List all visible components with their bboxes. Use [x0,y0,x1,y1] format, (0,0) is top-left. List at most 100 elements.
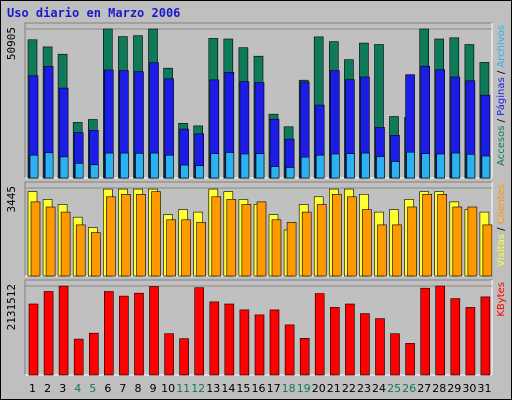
bar-kbytes-day-12 [194,287,204,376]
panel-middle-max-label: 3445 [5,186,18,213]
bar-archivos-day-9 [150,152,159,179]
bar-archivos-day-13 [210,153,220,179]
bar-clientes-day-6 [106,196,116,277]
bar-kbytes-day-28 [435,285,446,376]
bar-clientes-day-11 [181,219,191,277]
bar-clientes-day-31 [482,224,493,277]
bar-kbytes-day-20 [314,293,325,376]
legend-separator: / [496,224,507,234]
day-label-14: 14 [221,382,235,395]
legend-visitas: Visitas [496,234,507,267]
day-label-2: 2 [44,382,51,395]
day-label-22: 22 [342,382,356,395]
bar-archivos-day-19 [300,156,310,179]
bar-clientes-day-7 [121,194,131,277]
bar-clientes-day-29 [452,206,463,277]
legend-páginas: Páginas [495,77,507,116]
day-label-13: 13 [206,382,220,395]
bar-clientes-day-3 [60,211,71,277]
bar-kbytes-day-11 [179,338,189,376]
bar-clientes-day-17 [271,219,282,277]
bar-kbytes-day-23 [360,313,370,376]
bar-archivos-day-24 [376,156,385,179]
bar-kbytes-day-25 [390,333,400,376]
bar-archivos-day-4 [74,163,84,179]
bar-clientes-day-22 [347,196,357,277]
bar-clientes-day-18 [286,222,297,277]
bar-kbytes-day-14 [224,303,235,376]
bar-archivos-day-7 [120,152,129,179]
day-label-9: 9 [150,382,157,395]
bar-kbytes-day-7 [119,295,129,376]
bar-archivos-day-31 [481,155,491,179]
day-label-18: 18 [282,382,296,395]
legend-separator: / [496,116,507,126]
bar-archivos-day-27 [421,153,431,179]
panel-middle-legend: Visitas / Clientes [496,184,507,267]
day-label-24: 24 [372,382,386,395]
bar-kbytes-day-13 [209,301,220,376]
bar-archivos-day-23 [361,152,370,179]
day-label-16: 16 [252,382,266,395]
bar-archivos-day-12 [195,165,204,179]
day-label-29: 29 [447,382,461,395]
bar-archivos-day-25 [391,161,400,179]
bar-clientes-day-24 [377,224,387,277]
day-label-15: 15 [236,382,250,395]
bar-clientes-day-28 [437,194,448,277]
day-label-12: 12 [191,382,205,395]
day-label-25: 25 [387,382,401,395]
bar-clientes-day-27 [422,194,433,277]
chart-title: Uso diario en Marzo 2006 [7,6,181,20]
bar-kbytes-day-24 [375,318,385,376]
day-label-28: 28 [432,382,446,395]
bar-clientes-day-21 [331,194,342,277]
legend-accesos: Accesos [496,126,507,166]
bar-kbytes-day-1 [28,303,39,376]
bar-archivos-day-30 [466,154,476,179]
bar-kbytes-day-17 [269,309,280,376]
day-label-10: 10 [161,382,175,395]
bar-kbytes-day-31 [480,296,491,376]
bar-clientes-day-1 [30,201,41,277]
bar-kbytes-day-18 [284,324,295,376]
bar-archivos-day-6 [105,152,114,179]
bar-kbytes-day-22 [345,303,355,376]
bar-archivos-day-11 [180,164,189,179]
bar-archivos-day-17 [270,166,280,179]
bar-archivos-day-22 [346,153,355,179]
bar-kbytes-day-21 [329,307,340,376]
bar-clientes-day-19 [301,211,312,277]
day-label-6: 6 [104,382,111,395]
day-label-27: 27 [417,382,431,395]
bar-clientes-day-8 [136,194,146,277]
bar-archivos-day-21 [330,153,340,179]
bar-archivos-day-16 [255,153,265,179]
bar-clientes-day-26 [407,206,417,277]
bar-clientes-day-15 [241,204,252,277]
day-label-5: 5 [89,382,96,395]
bar-clientes-day-14 [226,199,237,277]
day-label-20: 20 [312,382,326,395]
bar-archivos-day-28 [436,153,446,179]
bar-kbytes-day-16 [254,314,265,376]
bar-kbytes-day-19 [299,337,310,376]
day-label-1: 1 [29,382,36,395]
bar-kbytes-day-6 [104,291,114,376]
bar-kbytes-day-15 [239,309,250,376]
day-label-17: 17 [267,382,281,395]
day-label-26: 26 [402,382,416,395]
bar-clientes-day-2 [45,206,56,277]
bar-kbytes-day-30 [465,307,476,376]
bar-clientes-day-23 [362,209,372,277]
day-label-31: 31 [478,382,492,395]
bar-kbytes-day-2 [43,291,54,376]
bar-archivos-day-29 [451,152,461,179]
legend-kbytes: KBytes [496,282,507,317]
bar-kbytes-day-3 [58,285,69,376]
bar-clientes-day-13 [211,196,222,277]
bar-clientes-day-16 [256,201,267,277]
bar-clientes-day-25 [392,224,402,277]
